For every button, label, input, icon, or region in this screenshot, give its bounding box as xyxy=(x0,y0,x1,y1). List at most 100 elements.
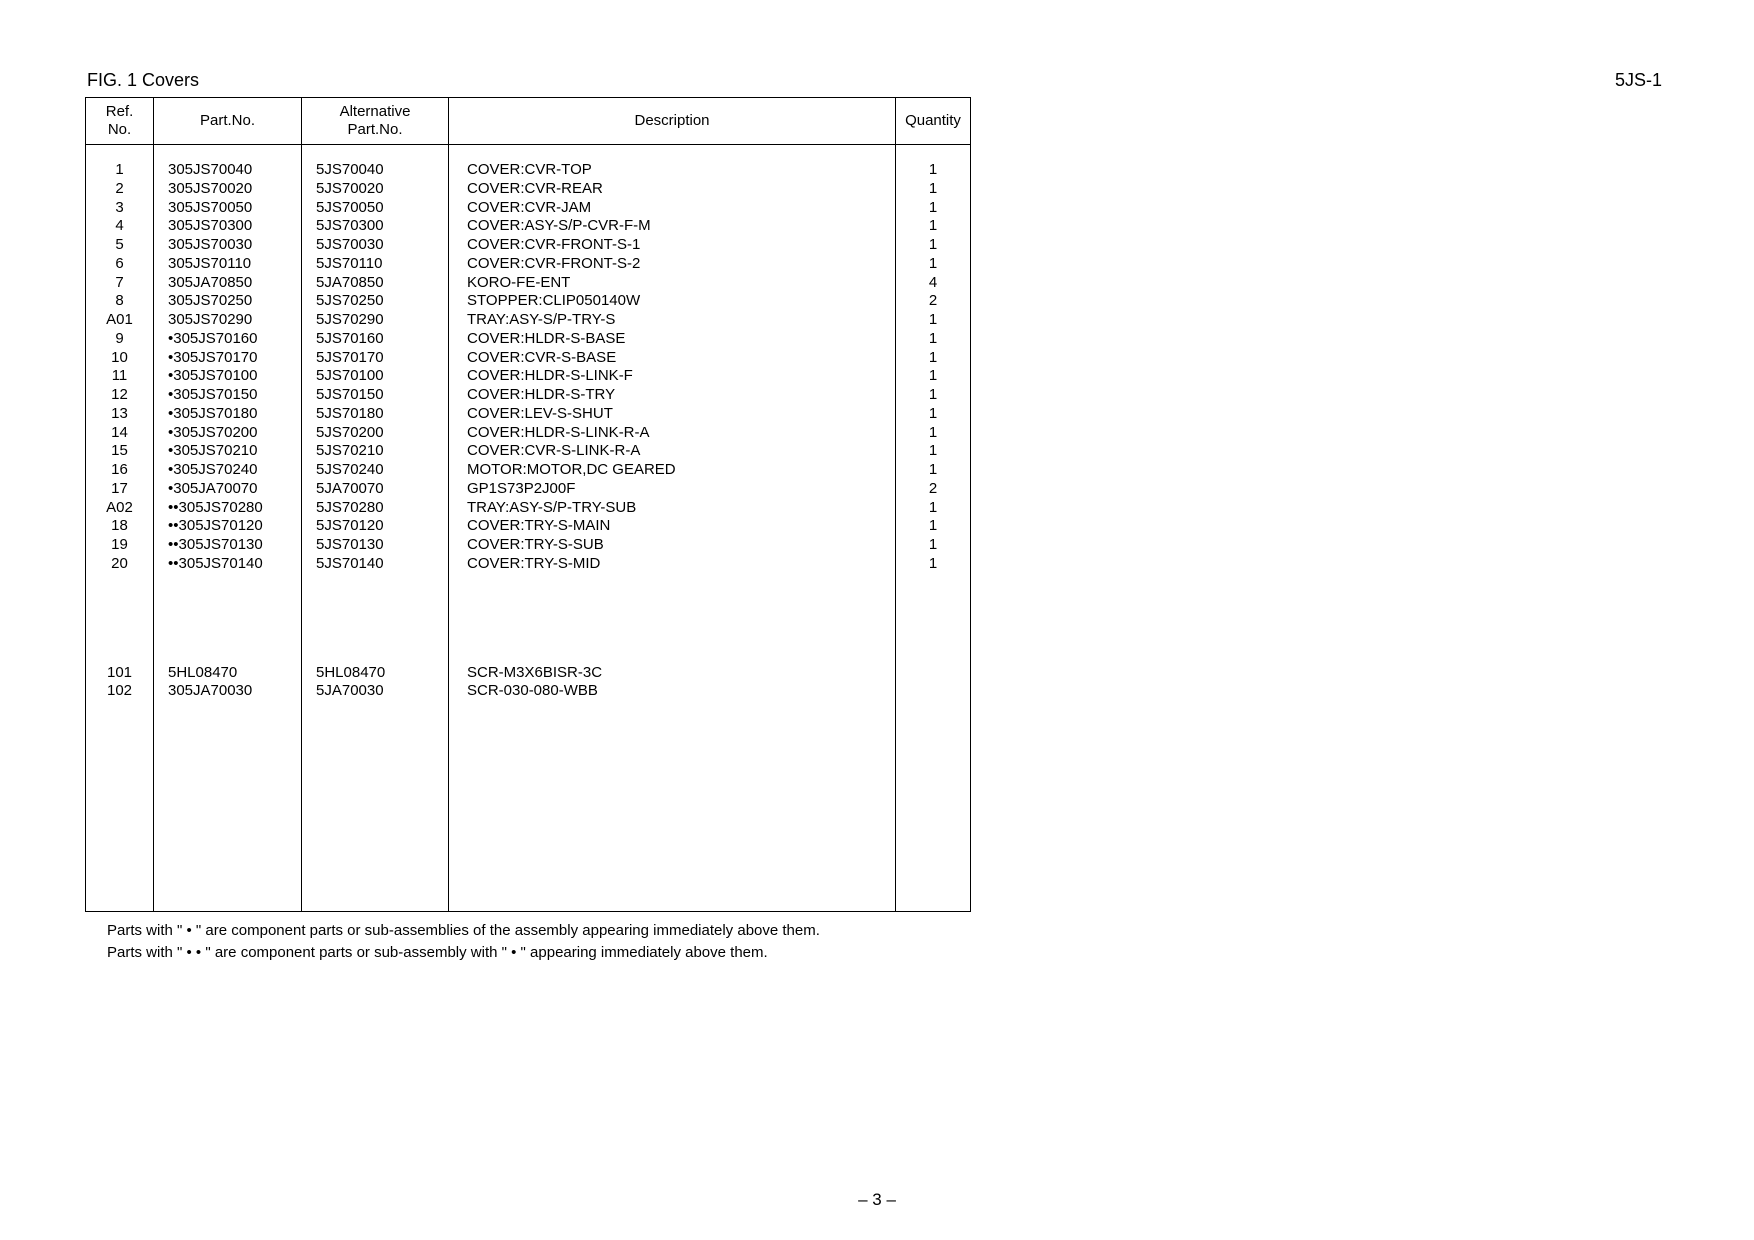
col-qty: Quantity xyxy=(896,98,971,145)
cell-part: •305JS70150 xyxy=(154,386,302,405)
table-row: 3305JS700505JS70050COVER:CVR-JAM1 xyxy=(86,199,971,218)
cell-desc: TRAY:ASY-S/P-TRY-S xyxy=(449,311,896,330)
cell-qty: 1 xyxy=(896,424,971,443)
cell-alt: 5JS70160 xyxy=(302,330,449,349)
cell-desc: COVER:HLDR-S-BASE xyxy=(449,330,896,349)
cell-desc: COVER:TRY-S-MAIN xyxy=(449,517,896,536)
cell-qty: 1 xyxy=(896,499,971,518)
col-alt: Alternative Part.No. xyxy=(302,98,449,145)
cell-qty: 1 xyxy=(896,145,971,180)
cell-alt: 5JS70290 xyxy=(302,311,449,330)
table-row: 15•305JS702105JS70210COVER:CVR-S-LINK-R-… xyxy=(86,442,971,461)
cell-desc: COVER:ASY-S/P-CVR-F-M xyxy=(449,217,896,236)
table-row: 10•305JS701705JS70170COVER:CVR-S-BASE1 xyxy=(86,349,971,368)
cell-ref: 13 xyxy=(86,405,154,424)
cell-desc: COVER:TRY-S-SUB xyxy=(449,536,896,555)
cell-desc: COVER:HLDR-S-TRY xyxy=(449,386,896,405)
cell-qty: 1 xyxy=(896,442,971,461)
cell-desc xyxy=(449,701,896,911)
table-row xyxy=(86,701,971,911)
cell-part: •305JS70160 xyxy=(154,330,302,349)
cell-ref: 19 xyxy=(86,536,154,555)
cell-desc: STOPPER:CLIP050140W xyxy=(449,292,896,311)
cell-qty xyxy=(896,664,971,683)
cell-alt: 5JS70200 xyxy=(302,424,449,443)
cell-part: 5HL08470 xyxy=(154,664,302,683)
cell-part: 305JS70040 xyxy=(154,145,302,180)
cell-qty xyxy=(896,682,971,701)
cell-qty: 1 xyxy=(896,461,971,480)
cell-ref: 15 xyxy=(86,442,154,461)
cell-desc: COVER:CVR-FRONT-S-1 xyxy=(449,236,896,255)
cell-alt: 5JS70170 xyxy=(302,349,449,368)
cell-ref: A02 xyxy=(86,499,154,518)
cell-part: ••305JS70140 xyxy=(154,555,302,574)
table-row: A01305JS702905JS70290TRAY:ASY-S/P-TRY-S1 xyxy=(86,311,971,330)
table-row: 8305JS702505JS70250STOPPER:CLIP050140W2 xyxy=(86,292,971,311)
cell-alt: 5JS70120 xyxy=(302,517,449,536)
cell-desc: KORO-FE-ENT xyxy=(449,274,896,293)
table-row: 5305JS700305JS70030COVER:CVR-FRONT-S-11 xyxy=(86,236,971,255)
cell-part: 305JS70050 xyxy=(154,199,302,218)
cell-part: 305JS70300 xyxy=(154,217,302,236)
cell-alt: 5JS70280 xyxy=(302,499,449,518)
cell-ref: 5 xyxy=(86,236,154,255)
cell-qty xyxy=(896,574,971,664)
footnote-2: Parts with " • • " are component parts o… xyxy=(107,942,1664,965)
cell-ref: 101 xyxy=(86,664,154,683)
cell-qty: 1 xyxy=(896,367,971,386)
parts-table: Ref. No. Part.No. Alternative Part.No. D… xyxy=(85,97,971,912)
cell-qty: 1 xyxy=(896,349,971,368)
cell-ref: 8 xyxy=(86,292,154,311)
cell-desc: SCR-M3X6BISR-3C xyxy=(449,664,896,683)
table-row: 1305JS700405JS70040COVER:CVR-TOP1 xyxy=(86,145,971,180)
cell-part: 305JA70850 xyxy=(154,274,302,293)
cell-alt: 5JA70850 xyxy=(302,274,449,293)
cell-qty: 1 xyxy=(896,330,971,349)
cell-part: •305JA70070 xyxy=(154,480,302,499)
cell-ref: 12 xyxy=(86,386,154,405)
cell-qty: 1 xyxy=(896,180,971,199)
cell-ref: 9 xyxy=(86,330,154,349)
cell-ref: 11 xyxy=(86,367,154,386)
cell-ref: 16 xyxy=(86,461,154,480)
cell-desc: COVER:CVR-S-BASE xyxy=(449,349,896,368)
cell-alt: 5JS70300 xyxy=(302,217,449,236)
cell-alt: 5JS70240 xyxy=(302,461,449,480)
cell-ref: 7 xyxy=(86,274,154,293)
cell-ref: 18 xyxy=(86,517,154,536)
cell-ref: 1 xyxy=(86,145,154,180)
table-row: A02••305JS702805JS70280TRAY:ASY-S/P-TRY-… xyxy=(86,499,971,518)
cell-desc: COVER:CVR-REAR xyxy=(449,180,896,199)
cell-desc: COVER:TRY-S-MID xyxy=(449,555,896,574)
cell-desc: COVER:CVR-S-LINK-R-A xyxy=(449,442,896,461)
cell-desc: TRAY:ASY-S/P-TRY-SUB xyxy=(449,499,896,518)
cell-ref: 10 xyxy=(86,349,154,368)
table-row: 7305JA708505JA70850KORO-FE-ENT4 xyxy=(86,274,971,293)
cell-alt: 5JS70130 xyxy=(302,536,449,555)
table-row: 2305JS700205JS70020COVER:CVR-REAR1 xyxy=(86,180,971,199)
cell-ref: 6 xyxy=(86,255,154,274)
cell-part: •305JS70240 xyxy=(154,461,302,480)
cell-alt: 5JA70030 xyxy=(302,682,449,701)
cell-part: •305JS70210 xyxy=(154,442,302,461)
table-row: 9•305JS701605JS70160COVER:HLDR-S-BASE1 xyxy=(86,330,971,349)
table-row: 6305JS701105JS70110COVER:CVR-FRONT-S-21 xyxy=(86,255,971,274)
cell-qty: 1 xyxy=(896,255,971,274)
page-header: FIG. 1 Covers 5JS-1 xyxy=(85,70,1664,91)
footnotes: Parts with " • " are component parts or … xyxy=(85,920,1664,965)
cell-qty xyxy=(896,701,971,911)
cell-part: •305JS70170 xyxy=(154,349,302,368)
cell-alt xyxy=(302,574,449,664)
table-row: 16•305JS702405JS70240MOTOR:MOTOR,DC GEAR… xyxy=(86,461,971,480)
cell-alt: 5JS70210 xyxy=(302,442,449,461)
cell-alt: 5JS70250 xyxy=(302,292,449,311)
cell-ref: A01 xyxy=(86,311,154,330)
cell-alt: 5JS70050 xyxy=(302,199,449,218)
table-row: 12•305JS701505JS70150COVER:HLDR-S-TRY1 xyxy=(86,386,971,405)
cell-ref: 14 xyxy=(86,424,154,443)
cell-desc: COVER:CVR-FRONT-S-2 xyxy=(449,255,896,274)
cell-qty: 1 xyxy=(896,236,971,255)
table-row: 4305JS703005JS70300COVER:ASY-S/P-CVR-F-M… xyxy=(86,217,971,236)
cell-ref: 20 xyxy=(86,555,154,574)
